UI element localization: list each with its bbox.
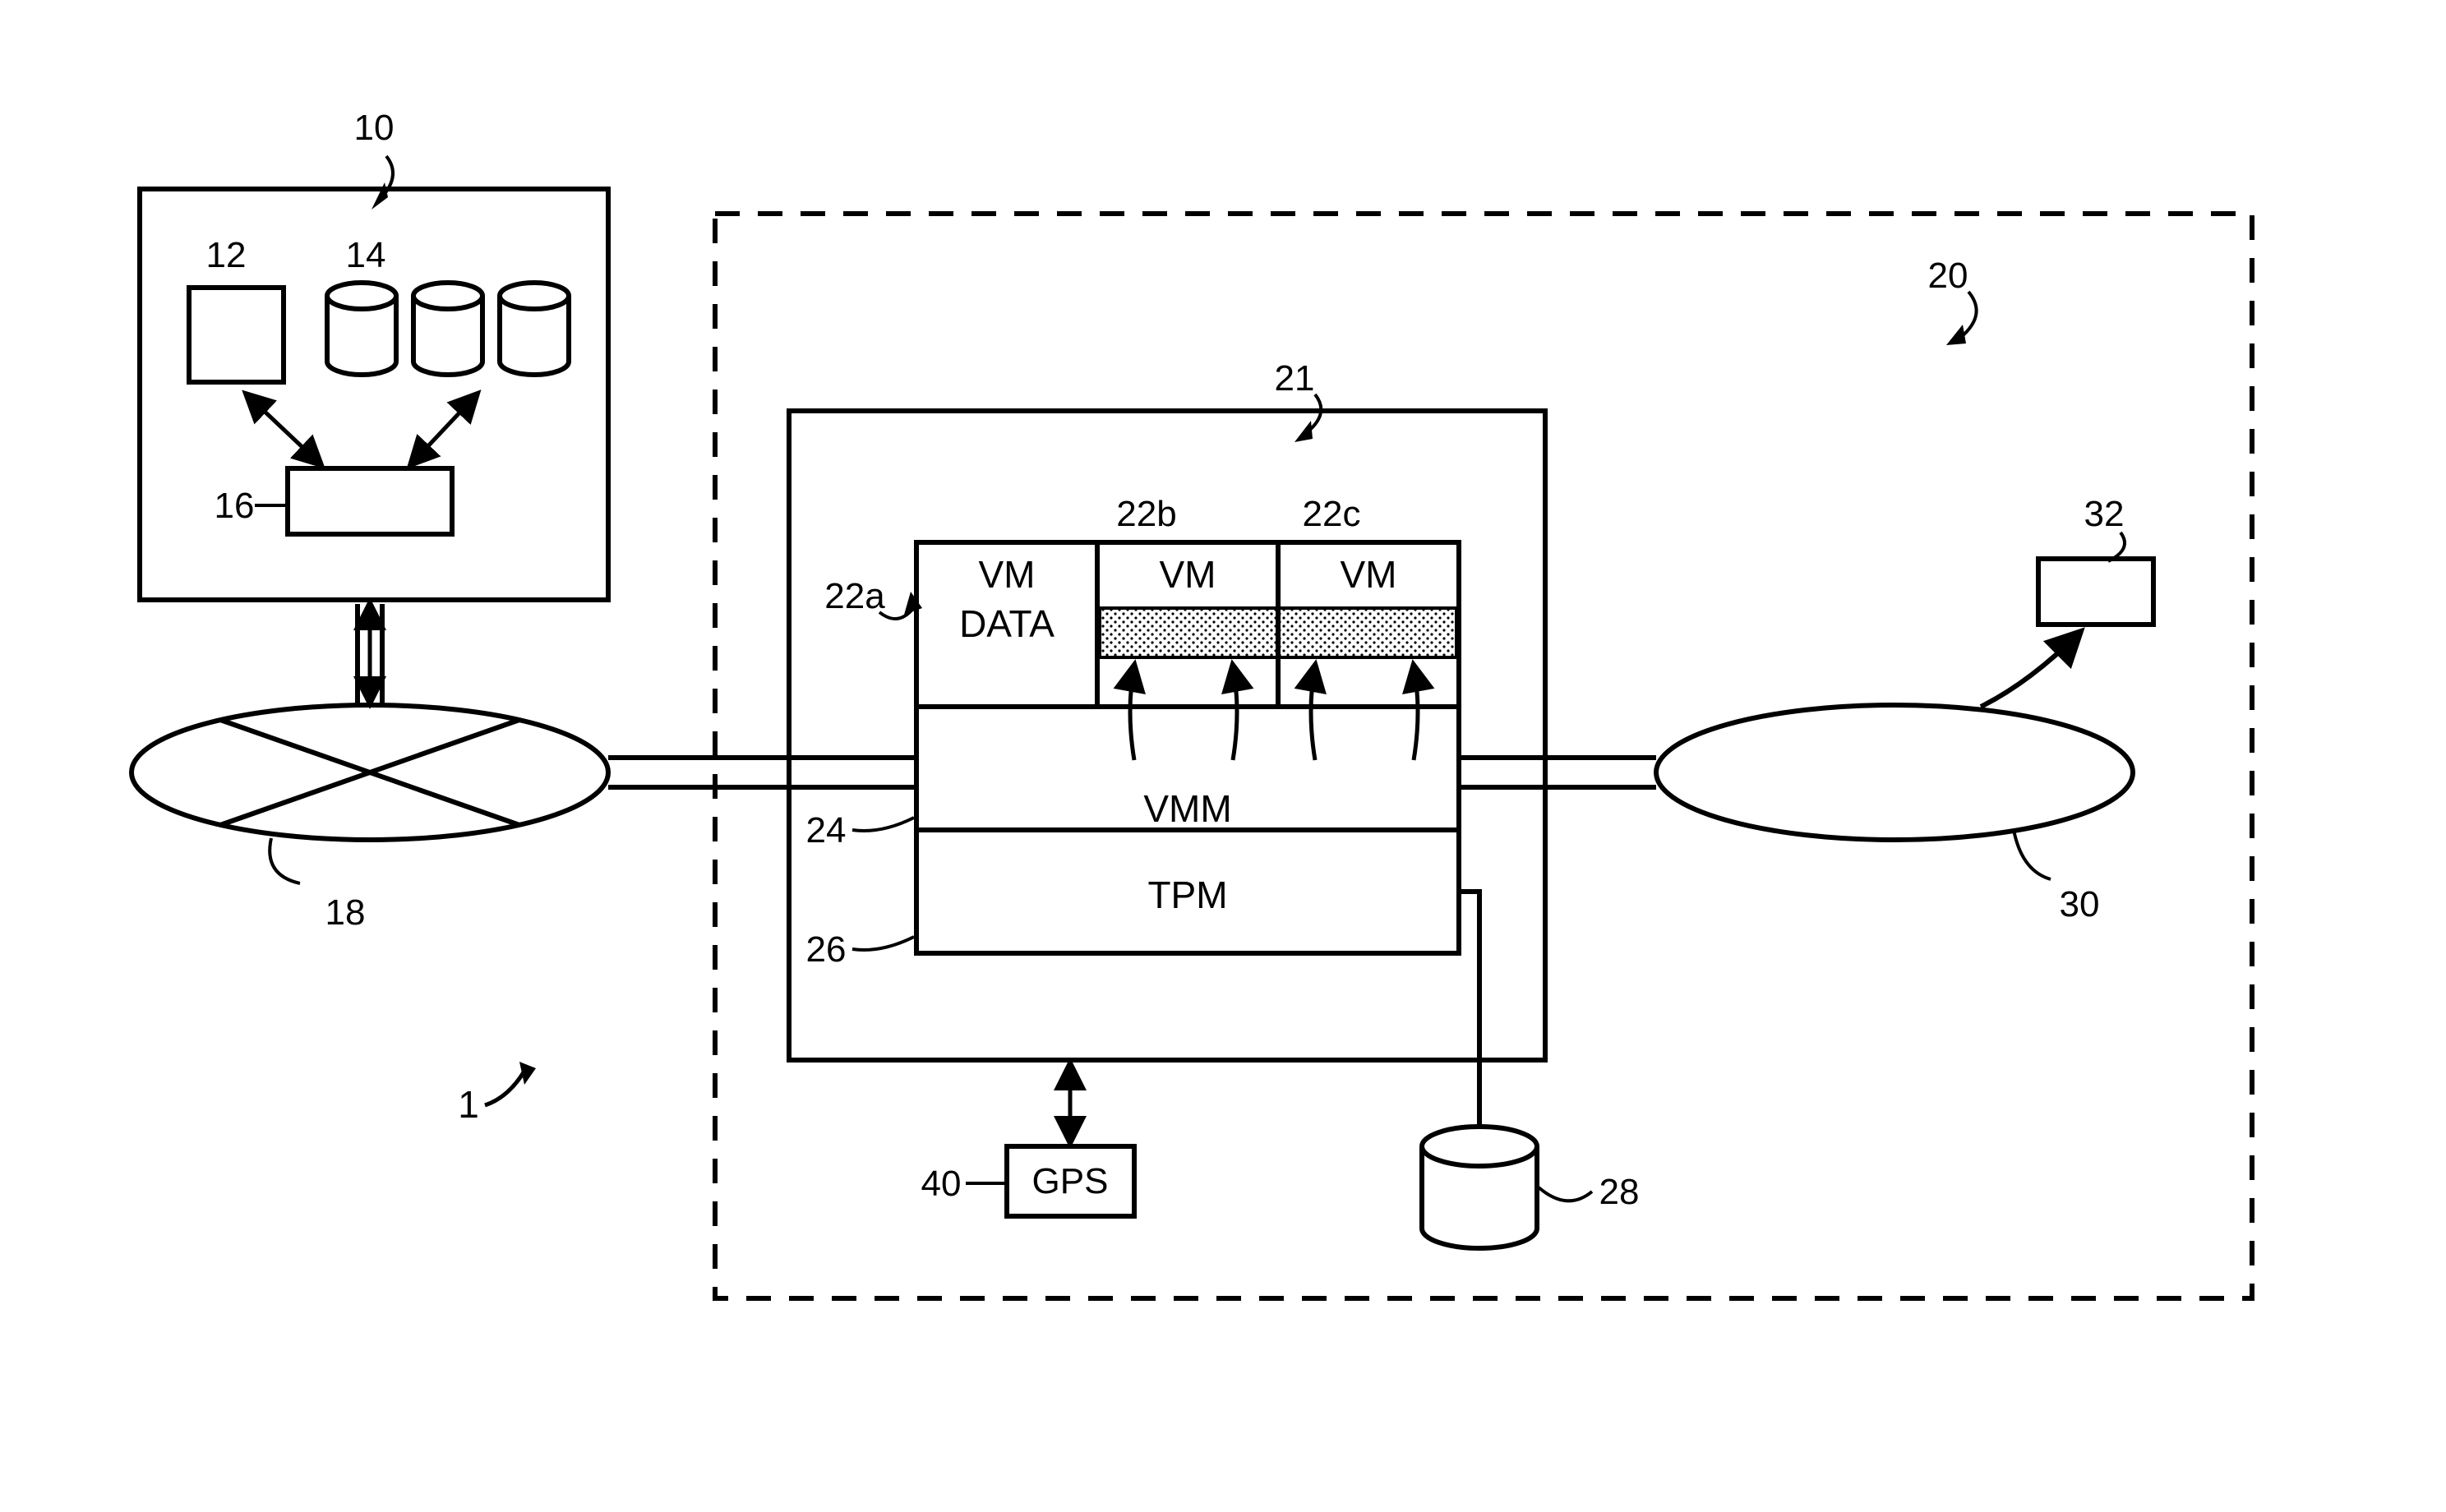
cyl-28 [1422,1127,1537,1248]
box-10: 10 12 14 16 [140,108,608,600]
ref-21: 21 [1275,358,1315,399]
box-32 [2038,559,2153,625]
tpm-label: TPM [1147,874,1227,916]
net-18: 18 [132,705,608,933]
ref-16: 16 [215,486,255,526]
ref-18: 18 [325,892,366,933]
ref-40: 40 [921,1164,962,1204]
gps-label: GPS [1032,1161,1109,1201]
ref-10: 10 [354,108,395,148]
ref-26: 26 [806,929,847,970]
vm-a-label1: VM [979,553,1036,596]
ref-30: 30 [2060,884,2100,924]
ref-32: 32 [2084,494,2125,534]
vmm-label: VMM [1143,787,1231,830]
ref-28: 28 [1599,1172,1640,1212]
ref-14: 14 [346,235,386,275]
vm-c-label: VM [1341,553,1397,596]
cyl-14-3 [500,283,569,375]
box-12 [189,288,284,382]
ref-22a: 22a [824,576,885,616]
box-21: 21 VM DATA VM VM 22a 22b 22c VMM 24 TPM [789,358,1545,1060]
cyl-14-2 [413,283,482,375]
vm-a-label2: DATA [959,602,1055,645]
net-30: 30 [1656,705,2133,924]
ref-12: 12 [206,235,247,275]
ref-24: 24 [806,810,847,850]
ref-1: 1 [458,1083,479,1126]
box-16 [288,468,452,534]
ref-22b: 22b [1116,494,1176,534]
cyl-14-1 [327,283,396,375]
vm-b-label: VM [1160,553,1216,596]
ref-20: 20 [1928,256,1968,296]
ref-22c: 22c [1303,494,1361,534]
